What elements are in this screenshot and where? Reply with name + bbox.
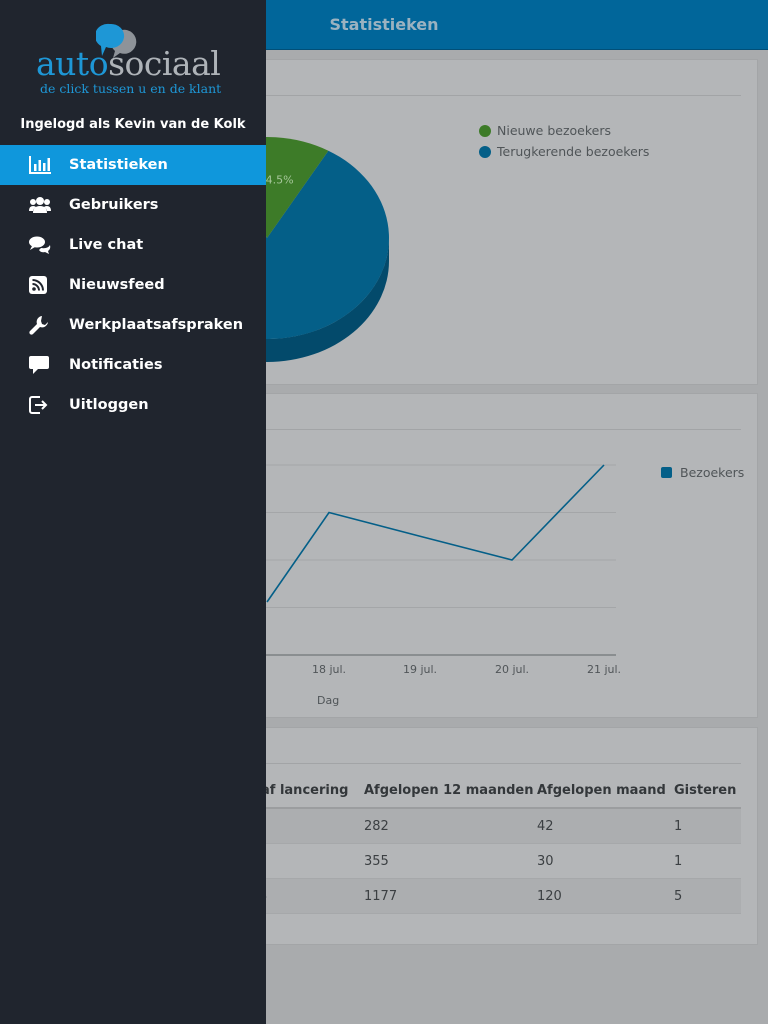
navigation-drawer: autosociaal de click tussen u en de klan… (0, 0, 266, 1024)
table-header: af lancering Afgelopen 12 maanden Afgelo… (249, 774, 741, 809)
table-cell: 355 (364, 853, 389, 869)
legend-item-terugkerende[interactable]: Terugkerende bezoekers (479, 141, 649, 162)
pie-slice-terugkerende (229, 150, 389, 339)
legend-marker (479, 124, 491, 137)
rss-icon (29, 275, 53, 295)
x-axis-label: Dag (317, 694, 340, 707)
menu-item-label: Gebruikers (69, 197, 159, 213)
line-legend: Bezoekers (661, 462, 744, 483)
column-header: Afgelopen maand (537, 783, 666, 798)
menu-item-nieuwsfeed[interactable]: Nieuwsfeed (0, 265, 266, 305)
page-title: Statistieken (329, 15, 439, 34)
menu-item-notificaties[interactable]: Notificaties (0, 345, 266, 385)
table-cell: 1 (674, 853, 683, 869)
panel-divider (239, 763, 741, 764)
menu-item-label: Nieuwsfeed (69, 277, 165, 293)
table-row: 282 42 1 (249, 809, 741, 844)
pie-slice-side-terugkerende (229, 238, 389, 362)
table-cell: 1177 (364, 888, 398, 904)
legend-label: Nieuwe bezoekers (497, 123, 611, 138)
logged-in-user: Ingelogd als Kevin van de Kolk (20, 117, 246, 132)
table-cell: 30 (537, 853, 554, 869)
menu-item-label: Uitloggen (69, 397, 149, 413)
column-header: af lancering (261, 783, 349, 798)
line-chart: 18 jul. 19 jul. 20 jul. 21 jul. (229, 464, 621, 676)
comment-icon (29, 355, 53, 375)
table-cell: 282 (364, 818, 389, 834)
menu-item-label: Statistieken (69, 157, 168, 173)
menu-item-live-chat[interactable]: Live chat (0, 225, 266, 265)
legend-marker (479, 145, 491, 158)
stats-table-panel: af lancering Afgelopen 12 maanden Afgelo… (228, 727, 758, 945)
legend-marker (661, 467, 672, 478)
pie-chart-panel: 14.5% Nieuwe bezoekers Terugkerende bezo… (228, 59, 758, 385)
panel-divider (239, 95, 741, 96)
bar-chart-icon (29, 155, 53, 175)
table-cell: 1 (674, 818, 683, 834)
logo-tagline: de click tussen u en de klant (40, 81, 222, 96)
x-tick-label: 18 jul. (312, 663, 346, 676)
x-tick-label: 21 jul. (587, 663, 621, 676)
drawer-menu: Statistieken Gebruikers Live chat Nieuws… (0, 145, 266, 425)
menu-item-werkplaatsafspraken[interactable]: Werkplaatsafspraken (0, 305, 266, 345)
logo-wordmark: autosociaal (36, 44, 221, 83)
series-line-bezoekers (266, 464, 605, 603)
column-header: Gisteren (674, 783, 737, 798)
pie-chart: 14.5% (229, 137, 389, 362)
users-icon (29, 195, 53, 215)
legend-label: Bezoekers (680, 465, 745, 480)
stats-table: af lancering Afgelopen 12 maanden Afgelo… (249, 774, 741, 914)
column-header: Afgelopen 12 maanden (364, 783, 534, 798)
legend-label: Terugkerende bezoekers (497, 144, 650, 159)
x-tick-label: 20 jul. (495, 663, 529, 676)
chat-bubbles-logo-icon (96, 23, 137, 58)
logout-icon (29, 395, 53, 415)
autosociaal-logo[interactable]: autosociaal de click tussen u en de klan… (36, 22, 236, 104)
menu-item-statistieken[interactable]: Statistieken (0, 145, 266, 185)
table-cell: 3 (249, 889, 364, 904)
line-chart-panel: 18 jul. 19 jul. 20 jul. 21 jul. Bezoekers D… (228, 393, 758, 718)
menu-item-label: Notificaties (69, 357, 163, 373)
chat-icon (29, 235, 53, 255)
table-cell: 42 (537, 818, 554, 834)
pie-data-label: 14.5% (259, 174, 294, 187)
menu-item-label: Live chat (69, 237, 144, 253)
table-row: 3 1177 120 5 (249, 879, 741, 914)
wrench-icon (29, 315, 53, 335)
table-row: 355 30 1 (249, 844, 741, 879)
legend-item-nieuwe[interactable]: Nieuwe bezoekers (479, 120, 649, 141)
legend-item-bezoekers[interactable]: Bezoekers (661, 462, 744, 483)
pie-legend: Nieuwe bezoekers Terugkerende bezoekers (479, 120, 649, 162)
menu-item-uitloggen[interactable]: Uitloggen (0, 385, 266, 425)
panel-divider (239, 429, 741, 430)
x-tick-label: 19 jul. (403, 663, 437, 676)
menu-item-gebruikers[interactable]: Gebruikers (0, 185, 266, 225)
menu-item-label: Werkplaatsafspraken (69, 317, 244, 333)
table-cell: 5 (674, 888, 683, 904)
table-cell: 120 (537, 888, 562, 904)
